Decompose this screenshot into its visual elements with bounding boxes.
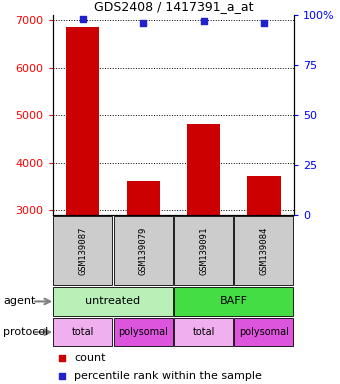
Text: polysomal: polysomal	[239, 327, 289, 337]
Text: polysomal: polysomal	[118, 327, 168, 337]
Text: protocol: protocol	[3, 327, 49, 337]
Bar	[53, 216, 113, 285]
Bar	[114, 318, 173, 346]
Bar	[247, 176, 280, 215]
Point	[59, 355, 65, 361]
Bar	[174, 318, 233, 346]
Text: total: total	[72, 327, 94, 337]
Point	[140, 20, 146, 26]
Text: agent: agent	[3, 296, 36, 306]
Bar	[53, 318, 113, 346]
Text: GSM139084: GSM139084	[259, 227, 268, 275]
Point	[59, 373, 65, 379]
Point	[80, 16, 86, 22]
Text: GSM139091: GSM139091	[199, 227, 208, 275]
Text: GSM139087: GSM139087	[79, 227, 87, 275]
Text: BAFF: BAFF	[220, 296, 248, 306]
Bar	[174, 287, 293, 316]
Bar	[114, 216, 173, 285]
Text: count: count	[74, 353, 106, 363]
Bar	[66, 27, 100, 215]
Bar	[174, 216, 233, 285]
Bar	[234, 216, 293, 285]
Bar	[126, 181, 160, 215]
Point	[201, 18, 206, 25]
Bar	[234, 318, 293, 346]
Text: GSM139079: GSM139079	[139, 227, 148, 275]
Text: total: total	[192, 327, 215, 337]
Point	[261, 20, 267, 26]
Bar	[53, 287, 173, 316]
Bar	[187, 124, 220, 215]
Text: untreated: untreated	[85, 296, 141, 306]
Text: percentile rank within the sample: percentile rank within the sample	[74, 371, 262, 381]
Title: GDS2408 / 1417391_a_at: GDS2408 / 1417391_a_at	[94, 0, 253, 13]
